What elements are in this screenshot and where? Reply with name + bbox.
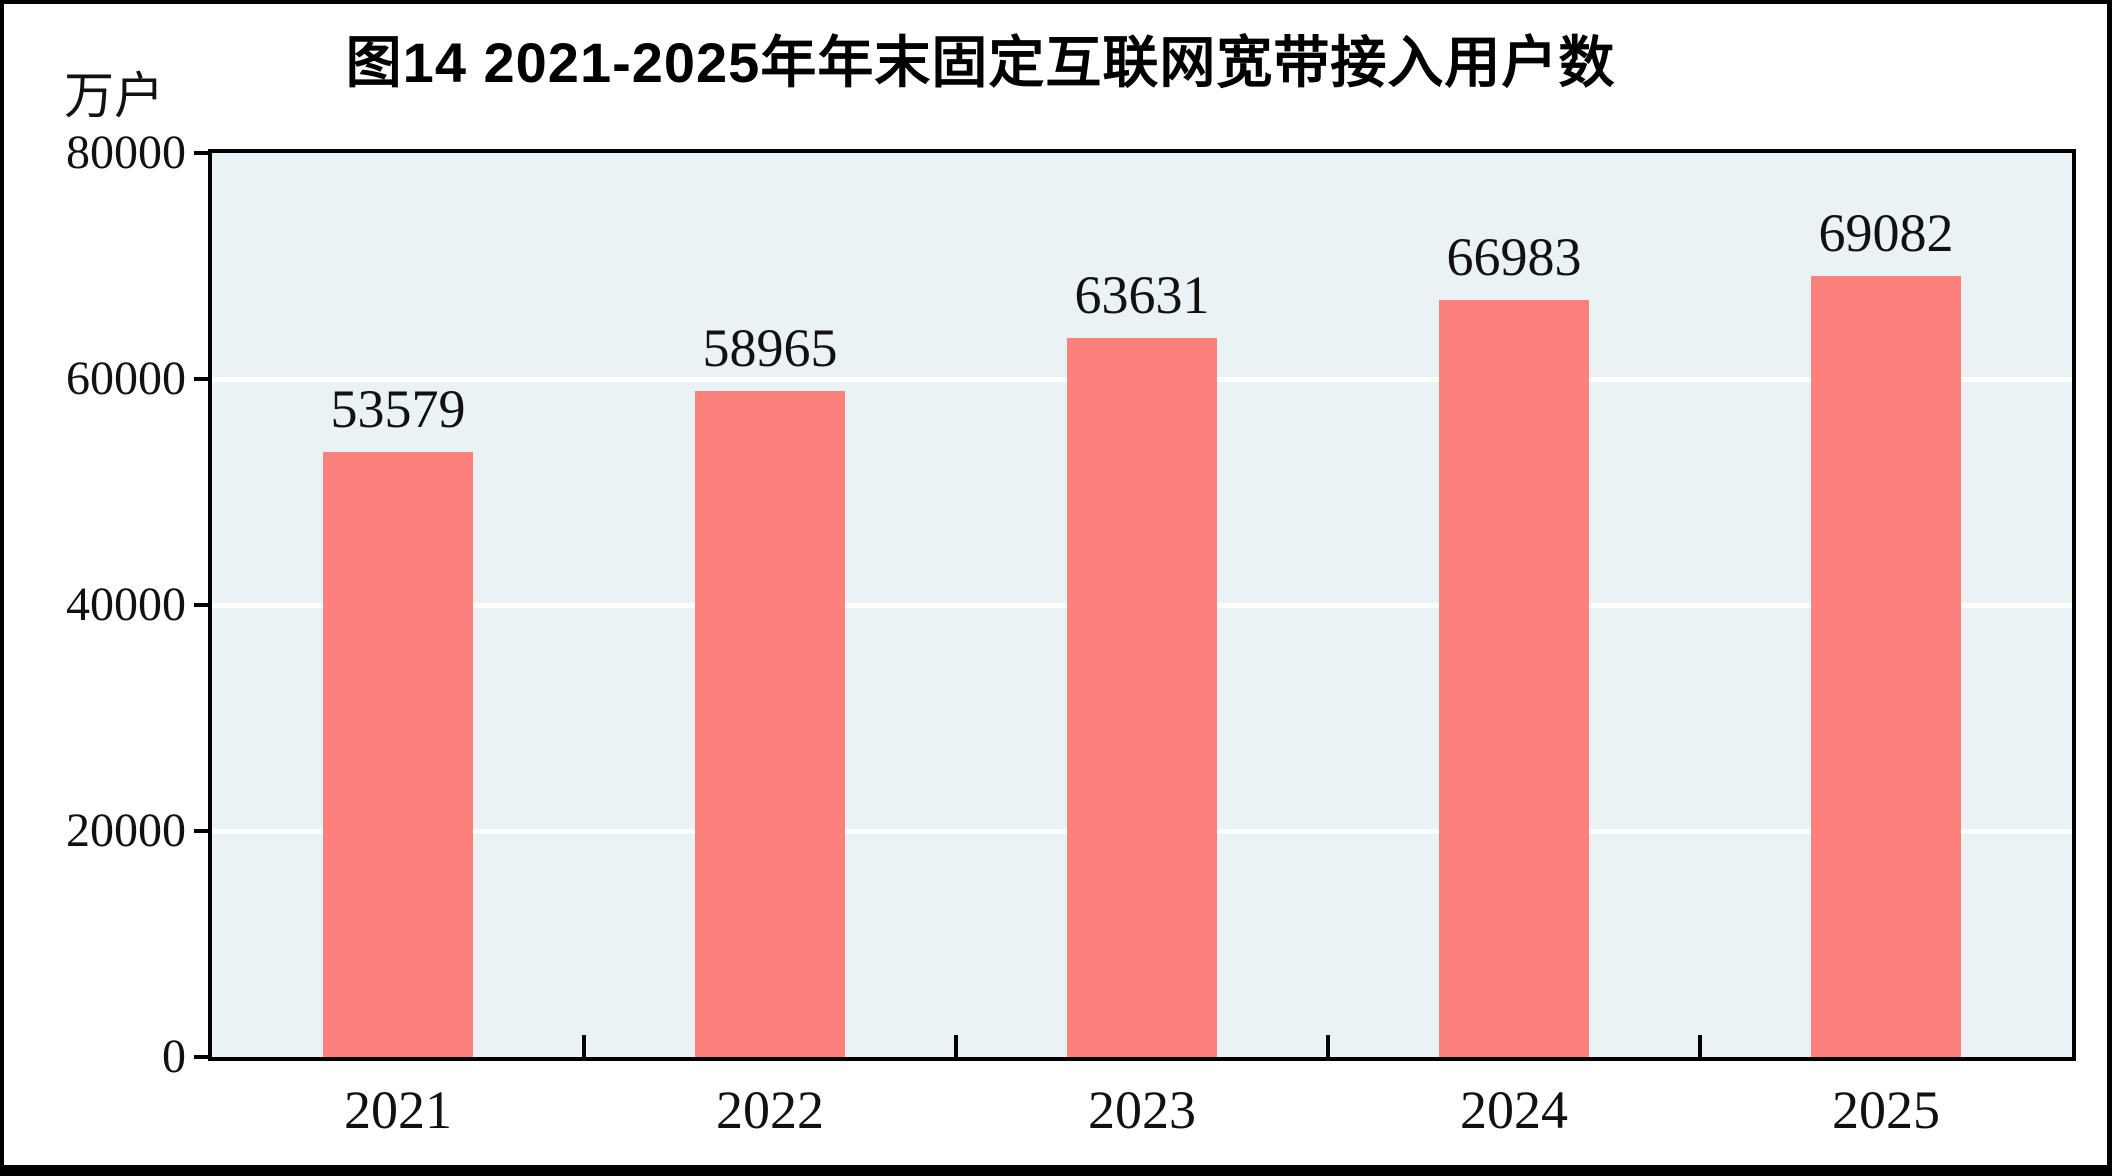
bar-value-label-2024: 66983 [1446, 227, 1582, 288]
y-axis-tick-60000 [194, 377, 208, 381]
x-axis-label-2023: 2023 [1088, 1080, 1196, 1140]
x-axis-tick-1 [582, 1035, 586, 1057]
bar-value-label-2021: 53579 [330, 378, 466, 439]
y-axis-tick-20000 [194, 829, 208, 833]
y-axis-tick-label-20000: 20000 [66, 804, 186, 857]
x-axis-label-2025: 2025 [1832, 1080, 1940, 1140]
x-axis-label-2024: 2024 [1460, 1080, 1568, 1140]
x-axis-label-2021: 2021 [344, 1080, 452, 1140]
bar-2023 [1067, 337, 1217, 1057]
y-axis-tick-label-60000: 60000 [66, 352, 186, 405]
bar-value-label-2023: 63631 [1074, 264, 1210, 325]
x-axis-tick-2 [954, 1035, 958, 1057]
x-axis-label-2022: 2022 [716, 1080, 824, 1140]
y-axis-tick-label-0: 0 [162, 1030, 186, 1083]
x-axis-tick-4 [1698, 1035, 1702, 1057]
y-axis-tick-40000 [194, 603, 208, 607]
plot-area: 0 20000 40000 60000 80000 53579 2021 58965 2022 6… [66, 128, 2076, 1137]
bar-value-label-2022: 58965 [702, 317, 838, 378]
x-axis-tick-3 [1326, 1035, 1330, 1057]
y-axis-unit-label: 万户 [64, 68, 164, 124]
y-axis-tick-80000 [194, 151, 208, 155]
bar-value-label-2025: 69082 [1818, 203, 1954, 264]
y-axis-tick-label-40000: 40000 [66, 578, 186, 631]
y-axis-tick-0 [194, 1055, 208, 1059]
bar-2022 [695, 390, 845, 1057]
bar-2025 [1811, 276, 1961, 1057]
y-axis-tick-label-80000: 80000 [66, 126, 186, 179]
bar-2021 [323, 451, 473, 1057]
chart-title: 图14 2021-2025年年末固定互联网宽带接入用户数 [345, 31, 1616, 94]
bar-2024 [1439, 300, 1589, 1057]
